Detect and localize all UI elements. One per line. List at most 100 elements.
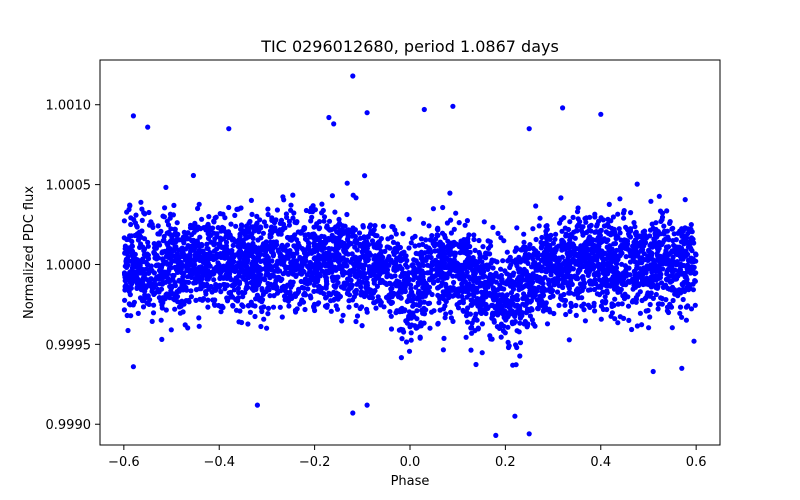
data-point (272, 281, 278, 287)
data-point (540, 293, 546, 299)
data-point (146, 301, 152, 307)
data-point (158, 317, 164, 323)
data-point (333, 303, 339, 309)
data-point (327, 292, 334, 298)
data-point (642, 266, 648, 272)
data-point (684, 266, 690, 272)
data-point (417, 250, 423, 257)
data-point (159, 250, 165, 256)
data-point (305, 286, 311, 292)
data-point (170, 247, 176, 253)
data-point (567, 219, 573, 225)
data-point (130, 258, 136, 264)
data-point (555, 243, 562, 249)
data-point (647, 301, 653, 308)
data-point (193, 287, 199, 293)
data-point (129, 238, 135, 245)
data-point (464, 269, 470, 275)
data-point (346, 298, 352, 304)
data-point (443, 311, 449, 317)
data-point (218, 289, 224, 295)
data-point (261, 304, 267, 310)
data-point (324, 254, 330, 260)
data-point (548, 272, 554, 278)
data-point (530, 321, 537, 327)
data-point (189, 238, 195, 244)
data-point (524, 296, 530, 303)
data-point (404, 276, 410, 282)
data-point (240, 237, 246, 243)
data-point (312, 207, 318, 213)
data-point (221, 225, 227, 231)
data-point (633, 229, 639, 235)
data-point (425, 300, 431, 307)
data-point (289, 235, 295, 241)
data-point (550, 240, 557, 246)
data-point (521, 244, 527, 250)
data-point (632, 224, 638, 230)
data-point (283, 255, 289, 261)
data-point (181, 263, 187, 269)
data-point (615, 301, 621, 307)
data-point (257, 279, 263, 285)
data-point (574, 246, 580, 252)
data-point (265, 206, 271, 212)
data-point (416, 288, 422, 294)
data-point (140, 270, 146, 277)
data-point (216, 302, 222, 309)
data-point (453, 241, 459, 247)
data-point (424, 287, 431, 293)
data-point (260, 230, 266, 236)
data-point (171, 202, 177, 208)
data-point (589, 248, 595, 254)
data-point (683, 238, 689, 244)
data-point (431, 308, 437, 314)
data-point (451, 226, 457, 232)
data-point (145, 239, 151, 245)
data-point (157, 264, 163, 270)
data-point (469, 320, 475, 326)
data-point (144, 251, 150, 257)
data-point (518, 314, 524, 320)
data-point (504, 249, 510, 255)
data-point (373, 305, 379, 311)
data-point (670, 297, 676, 304)
data-point (358, 274, 364, 280)
data-point (539, 264, 545, 270)
data-point (425, 262, 431, 268)
data-point (633, 277, 640, 283)
data-point (126, 301, 132, 307)
data-point (631, 245, 638, 251)
data-point (500, 328, 507, 334)
data-point (166, 279, 172, 285)
data-point (647, 314, 653, 320)
data-point (505, 344, 512, 351)
data-point (141, 297, 147, 304)
data-point (334, 249, 340, 256)
data-point (288, 284, 294, 290)
data-point (398, 285, 404, 291)
data-point (316, 300, 322, 306)
data-point (562, 225, 568, 231)
data-point (430, 273, 436, 279)
data-point (655, 301, 662, 307)
data-point (354, 255, 361, 261)
data-point (526, 126, 532, 132)
data-point (496, 325, 503, 331)
data-point (142, 292, 148, 298)
data-point (598, 111, 604, 117)
data-point (442, 235, 448, 241)
data-point (415, 275, 421, 281)
data-point (350, 192, 356, 198)
data-point (598, 303, 605, 309)
data-point (659, 280, 665, 286)
data-point (122, 297, 128, 303)
data-point (527, 313, 534, 319)
data-point (207, 250, 213, 256)
data-point (208, 227, 214, 233)
data-point (349, 251, 355, 257)
data-point (230, 242, 236, 248)
data-point (643, 270, 649, 276)
data-point (185, 325, 191, 331)
data-point (575, 205, 581, 211)
